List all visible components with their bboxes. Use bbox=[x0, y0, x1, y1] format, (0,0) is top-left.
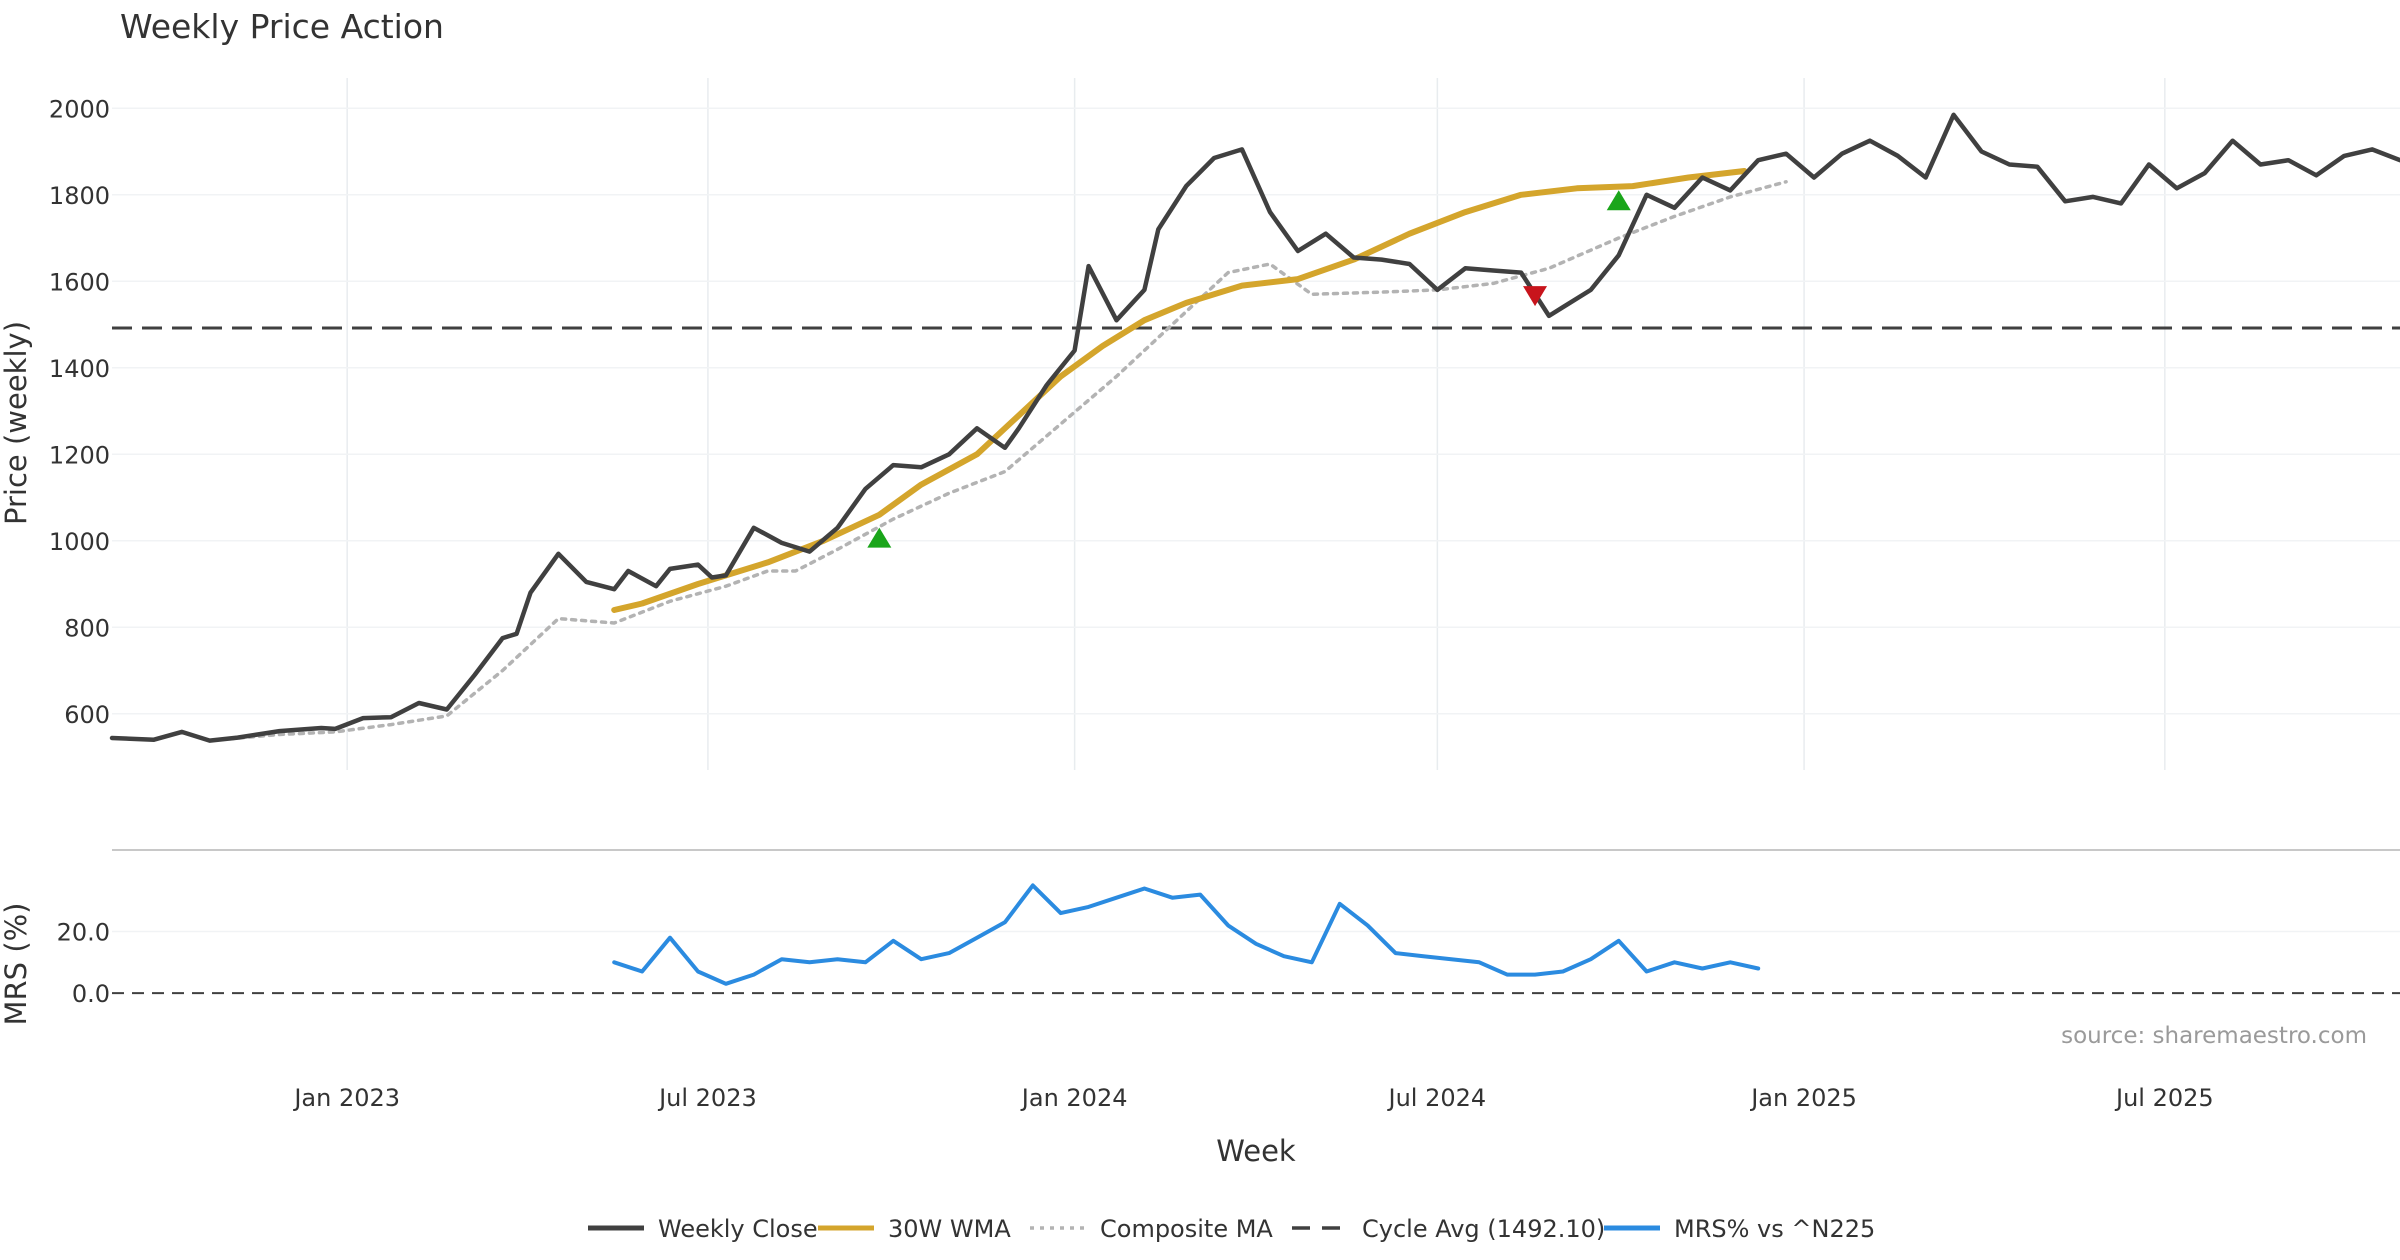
mrs-series bbox=[612, 883, 1761, 986]
mrs-y-axis-label: MRS (%) bbox=[0, 903, 33, 1026]
price-y-axis-label: Price (weekly) bbox=[0, 321, 33, 525]
x-tick-label: Jan 2023 bbox=[292, 1084, 400, 1112]
x-axis: Jan 2023 Jul 2023 Jan 2024 Jul 2024 Jan 2025… bbox=[292, 1084, 2213, 1112]
price-y-tick-label: 1600 bbox=[49, 268, 110, 296]
mrs-line bbox=[612, 883, 1761, 986]
legend-item: MRS% vs ^N225 bbox=[1604, 1215, 1875, 1243]
mrs-y-tick-label: 0.0 bbox=[72, 980, 110, 1008]
price-y-tick-label: 1800 bbox=[49, 182, 110, 210]
x-tick-label: Jul 2023 bbox=[657, 1084, 757, 1112]
price-y-tick-label: 600 bbox=[64, 701, 110, 729]
price-y-tick-label: 1200 bbox=[49, 441, 110, 469]
mrs-panel-grid bbox=[112, 930, 2400, 995]
buy-signal-marker bbox=[867, 527, 892, 548]
price-panel-grid bbox=[112, 78, 2400, 770]
legend-label: Weekly Close bbox=[658, 1215, 818, 1243]
weekly-close-line bbox=[109, 112, 2400, 743]
price-y-tick-label: 1400 bbox=[49, 355, 110, 383]
legend-label: 30W WMA bbox=[888, 1215, 1011, 1243]
price-y-tick-label: 800 bbox=[64, 614, 110, 642]
legend-item: Composite MA bbox=[1030, 1215, 1273, 1243]
legend-item: 30W WMA bbox=[818, 1215, 1011, 1243]
sell-signal-marker bbox=[1523, 286, 1548, 307]
x-tick-label: Jul 2024 bbox=[1387, 1084, 1487, 1112]
x-axis-label: Week bbox=[1216, 1134, 1296, 1168]
mrs-y-tick-label: 20.0 bbox=[57, 919, 110, 947]
mrs-y-axis: 0.0 20.0 bbox=[57, 919, 110, 1009]
legend-label: Cycle Avg (1492.10) bbox=[1362, 1215, 1605, 1243]
buy-signal-marker bbox=[1606, 190, 1631, 211]
price-series bbox=[109, 112, 2400, 743]
x-tick-label: Jan 2025 bbox=[1749, 1084, 1857, 1112]
x-tick-label: Jan 2024 bbox=[1020, 1084, 1128, 1112]
x-tick-label: Jul 2025 bbox=[2114, 1084, 2214, 1112]
legend-label: Composite MA bbox=[1100, 1215, 1273, 1243]
price-y-axis: 600 800 1000 1200 1400 1600 1800 2000 bbox=[49, 95, 110, 729]
source-watermark: source: sharemaestro.com bbox=[2061, 1023, 2367, 1049]
legend: Weekly Close 30W WMA Composite MA Cycle Avg… bbox=[588, 1215, 1875, 1243]
composite-ma-line bbox=[207, 180, 1788, 743]
price-y-tick-label: 2000 bbox=[49, 95, 110, 123]
legend-label: MRS% vs ^N225 bbox=[1674, 1215, 1875, 1243]
legend-item: Cycle Avg (1492.10) bbox=[1292, 1215, 1605, 1243]
legend-item: Weekly Close bbox=[588, 1215, 818, 1243]
price-y-tick-label: 1000 bbox=[49, 528, 110, 556]
signal-markers bbox=[867, 190, 1631, 548]
chart-title: Weekly Price Action bbox=[120, 7, 444, 46]
